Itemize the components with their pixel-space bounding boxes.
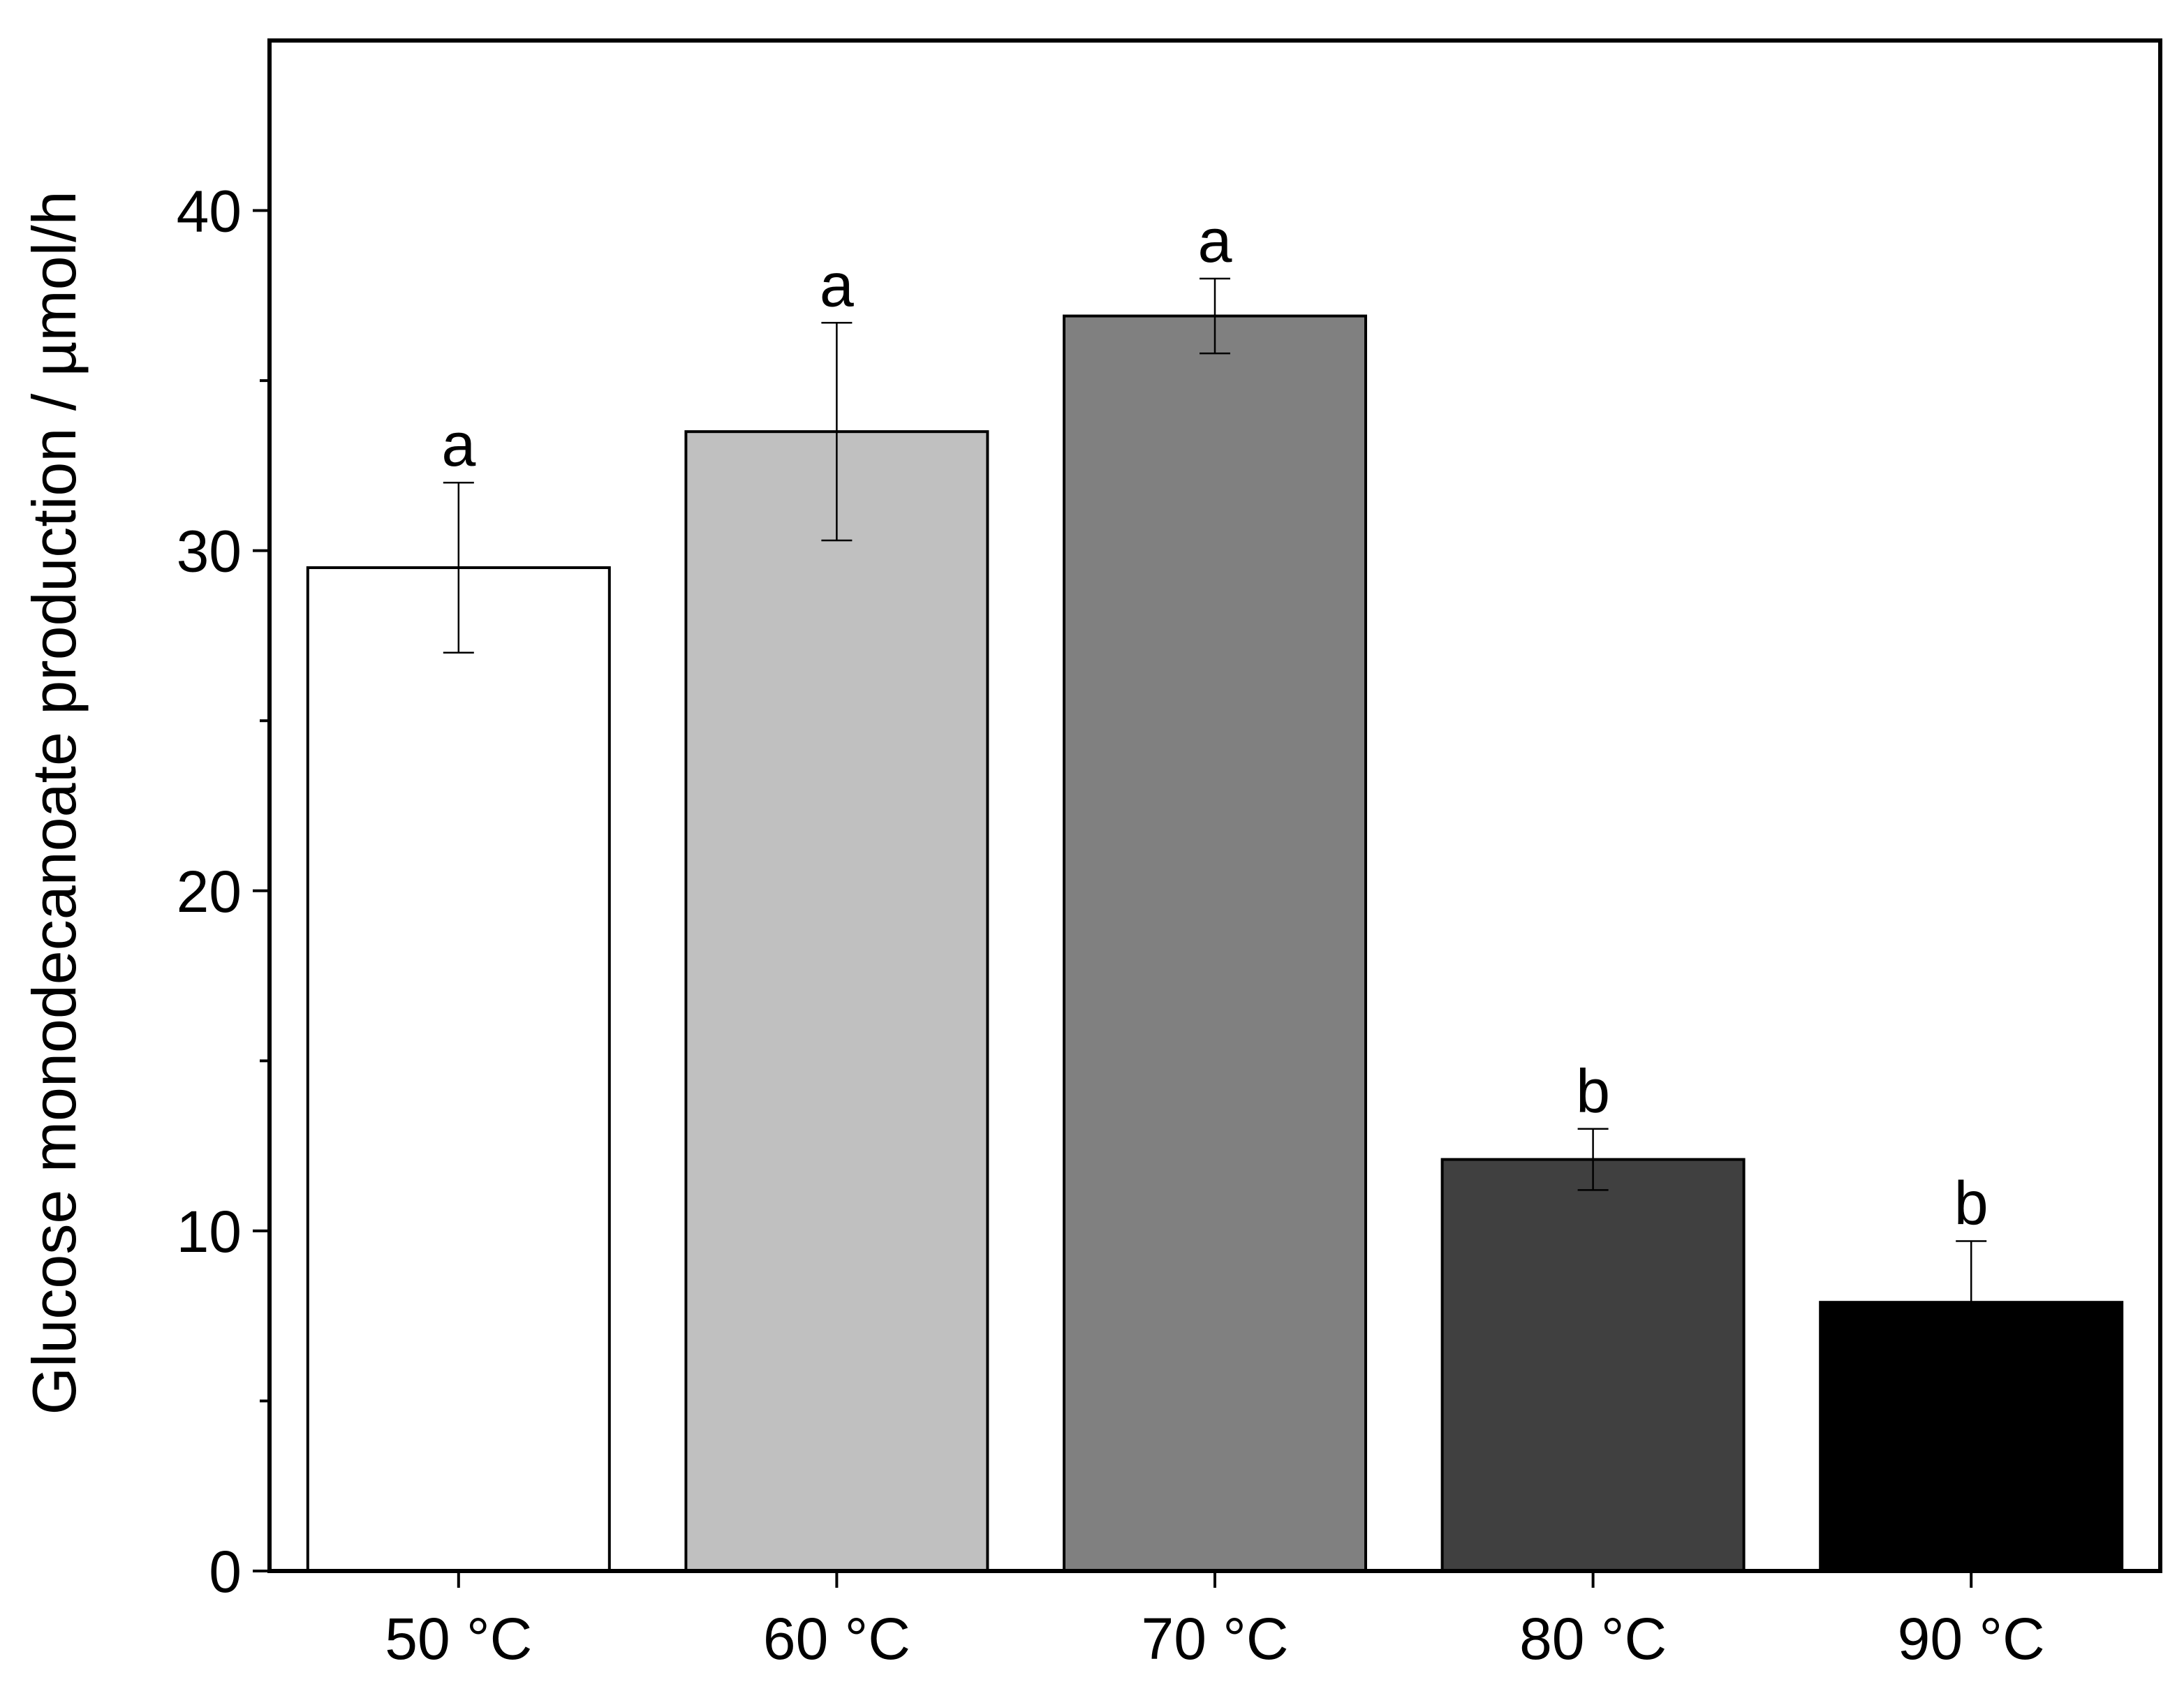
x-tick-label-3: 70 °C bbox=[1141, 1606, 1288, 1672]
significance-letters-layer: a a a b b bbox=[441, 206, 1988, 1238]
significance-letter-2: a bbox=[820, 250, 854, 319]
y-tick-label-20: 20 bbox=[177, 859, 242, 924]
y-tick-label-30: 30 bbox=[177, 519, 242, 584]
significance-letter-4: b bbox=[1576, 1056, 1610, 1126]
bar-4 bbox=[1440, 1158, 1746, 1572]
bar-2 bbox=[684, 430, 989, 1573]
bars-layer bbox=[306, 314, 2124, 1573]
x-tick-label-5: 90 °C bbox=[1898, 1606, 2045, 1672]
significance-letter-5: b bbox=[1954, 1169, 1989, 1238]
y-tick-label-10: 10 bbox=[177, 1199, 242, 1264]
y-axis-title: Glucose monodecanoate production / µmol/… bbox=[20, 191, 89, 1415]
x-tick-label-4: 80 °C bbox=[1519, 1606, 1667, 1672]
significance-letter-3: a bbox=[1198, 206, 1232, 275]
y-tick-label-0: 0 bbox=[209, 1539, 242, 1605]
significance-letter-1: a bbox=[441, 410, 475, 479]
ticks-layer: 0 10 20 30 40 50 °C 60 °C 70 °C 80 °C 90 °C bbox=[177, 179, 2045, 1672]
error-bars-layer bbox=[443, 277, 1987, 1365]
bar-3 bbox=[1063, 314, 1367, 1572]
y-tick-label-40: 40 bbox=[177, 179, 242, 244]
x-tick-label-2: 60 °C bbox=[763, 1606, 910, 1672]
bar-1 bbox=[306, 566, 611, 1572]
x-tick-label-1: 50 °C bbox=[385, 1606, 532, 1672]
